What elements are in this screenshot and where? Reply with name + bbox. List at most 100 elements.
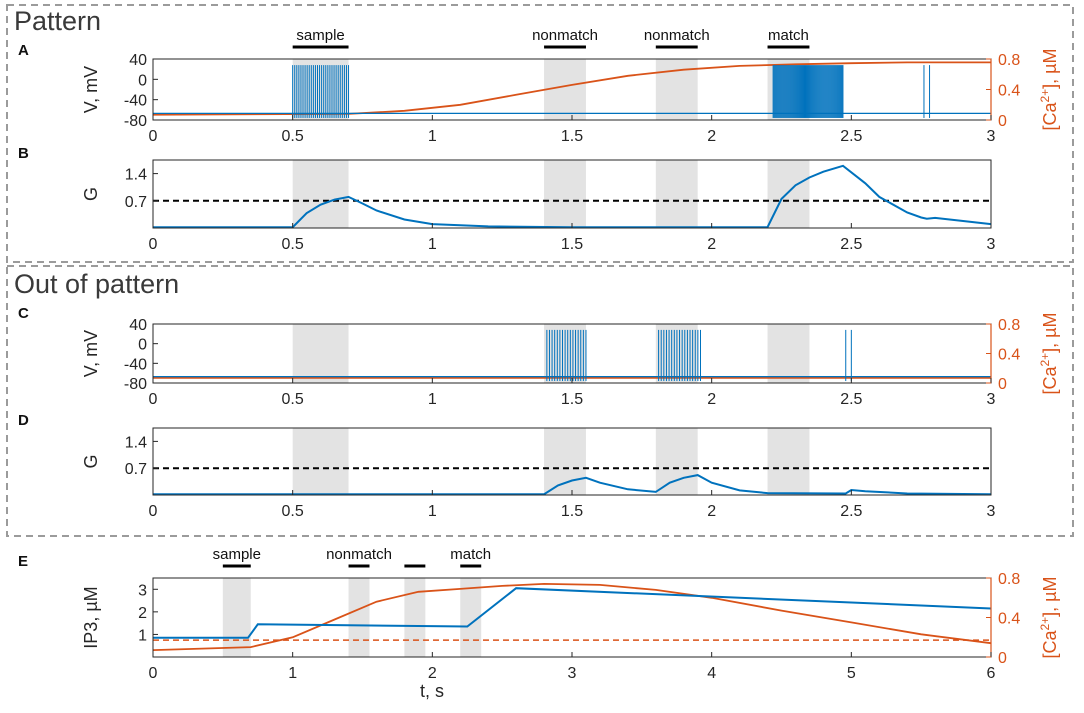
stimulus-window <box>655 59 698 120</box>
stimulus-label: match <box>768 27 809 44</box>
y-tick-label: 0.7 <box>125 461 147 478</box>
x-tick-label: 2.5 <box>840 391 862 408</box>
y-right-axis-label-part: ], µM <box>1040 312 1060 352</box>
panel-label: A <box>18 42 29 59</box>
stimulus-window <box>767 160 810 228</box>
y-right-axis-label-part: [Ca <box>1040 102 1060 131</box>
y-right-axis-label-part: ], µM <box>1040 48 1060 88</box>
x-tick-label: 1 <box>288 665 297 682</box>
x-tick-label: 0 <box>149 503 158 520</box>
stimulus-window <box>544 428 586 495</box>
y-right-tick-label: 0.4 <box>998 83 1020 100</box>
stimulus-window <box>767 324 810 383</box>
y-right-tick-label: 0 <box>998 113 1007 130</box>
y-axis-label: G <box>81 454 101 468</box>
stimulus-window <box>222 578 251 657</box>
panel-label: C <box>18 305 29 322</box>
x-tick-label: 1 <box>428 236 437 253</box>
panel-label: E <box>18 553 28 570</box>
x-tick-label: 5 <box>847 665 856 682</box>
stimulus-label: nonmatch <box>644 27 710 44</box>
stimulus-window <box>292 59 349 120</box>
x-tick-label: 0.5 <box>282 391 304 408</box>
x-tick-label: 3 <box>568 665 577 682</box>
y-tick-label: 0.7 <box>125 194 147 211</box>
x-tick-label: 1.5 <box>561 503 583 520</box>
y-tick-label: 1.4 <box>125 167 147 184</box>
x-tick-label: 0 <box>149 236 158 253</box>
x-tick-label: 1.5 <box>561 236 583 253</box>
stimulus-label: sample <box>213 546 261 563</box>
y-axis-label: V, mV <box>81 66 101 113</box>
x-tick-label: 2.5 <box>840 128 862 145</box>
y-tick-label: 0 <box>138 337 147 354</box>
calcium-trace <box>152 582 992 651</box>
y-tick-label: -80 <box>124 113 147 130</box>
y-tick-label: 40 <box>129 317 147 334</box>
y-right-axis-label-part: [Ca <box>1040 630 1060 659</box>
x-tick-label: 3 <box>987 128 996 145</box>
x-tick-label: 2 <box>707 391 716 408</box>
stimulus-window <box>544 160 586 228</box>
x-tick-label: 1 <box>428 391 437 408</box>
stimulus-label: match <box>450 546 491 563</box>
y-right-tick-label: 0.8 <box>998 571 1020 588</box>
y-tick-label: -40 <box>124 93 147 110</box>
y-right-axis-label-part: [Ca <box>1040 366 1060 395</box>
stimulus-label: nonmatch <box>532 27 598 44</box>
stimulus-window <box>404 578 426 657</box>
y-tick-label: 1 <box>138 627 147 644</box>
y-right-tick-label: 0 <box>998 650 1007 667</box>
section-title-pattern: Pattern <box>14 6 101 36</box>
x-tick-label: 1.5 <box>561 128 583 145</box>
x-axis-label: t, s <box>420 681 444 701</box>
panel-b: 0 0.5 1 1.5 2 2.5 3 1.4 0.7 G B <box>18 145 996 253</box>
x-tick-label: 2 <box>707 236 716 253</box>
stimulus-window <box>655 160 698 228</box>
stimulus-window <box>292 324 349 383</box>
panel-c: 0 0.5 1 1.5 2 2.5 3 40 0 -40 -80 0.8 0.4 0 [Ca2+], µM V… <box>18 305 1060 408</box>
y-right-tick-label: 0.4 <box>998 347 1020 364</box>
y-right-axis-label-part: 2+ <box>1038 617 1052 631</box>
x-tick-label: 3 <box>987 236 996 253</box>
x-tick-label: 3 <box>987 503 996 520</box>
x-tick-label: 0 <box>149 665 158 682</box>
y-right-axis-label-part: 2+ <box>1038 353 1052 367</box>
y-right-axis-label-part: ], µM <box>1040 576 1060 616</box>
x-tick-label: 2 <box>707 128 716 145</box>
y-right-axis-label: [Ca2+], µM <box>1038 576 1060 658</box>
panel-d: 0 0.5 1 1.5 2 2.5 3 1.4 0.7 G D <box>18 412 996 520</box>
ip3-trace <box>153 587 992 639</box>
panel-e: sample nonmatch match 0 1 2 3 4 5 6 3 2 1 0.8 0.4 0 [Ca2… <box>18 546 1060 701</box>
y-right-tick-label: 0.8 <box>998 317 1020 334</box>
x-tick-label: 0.5 <box>282 128 304 145</box>
y-tick-label: 1.4 <box>125 434 147 451</box>
stimulus-label: sample <box>296 27 344 44</box>
section-title-out-of-pattern: Out of pattern <box>14 269 179 299</box>
y-tick-label: 40 <box>129 52 147 69</box>
pattern-box <box>6 4 1074 263</box>
y-right-tick-label: 0.4 <box>998 611 1020 628</box>
x-tick-label: 6 <box>987 665 996 682</box>
y-right-axis-label: [Ca2+], µM <box>1038 312 1060 394</box>
calcium-trace <box>152 61 991 116</box>
y-axis-label: V, mV <box>81 330 101 377</box>
y-axis-label: IP3, µM <box>81 586 101 648</box>
y-right-axis-label-part: 2+ <box>1038 89 1052 103</box>
x-tick-label: 0.5 <box>282 236 304 253</box>
y-axis-label: G <box>81 187 101 201</box>
panel-label: D <box>18 412 29 429</box>
panel-label: B <box>18 145 29 162</box>
y-tick-label: -80 <box>124 376 147 393</box>
x-tick-label: 3 <box>987 391 996 408</box>
y-right-axis-label: [Ca2+], µM <box>1038 48 1060 130</box>
x-tick-label: 1 <box>428 503 437 520</box>
stimulus-window <box>460 578 482 657</box>
out-of-pattern-box <box>6 265 1074 537</box>
y-right-tick-label: 0 <box>998 376 1007 393</box>
stimulus-label: nonmatch <box>326 546 392 563</box>
x-tick-label: 0 <box>149 128 158 145</box>
y-tick-label: -40 <box>124 356 147 373</box>
y-tick-label: 2 <box>138 605 147 622</box>
